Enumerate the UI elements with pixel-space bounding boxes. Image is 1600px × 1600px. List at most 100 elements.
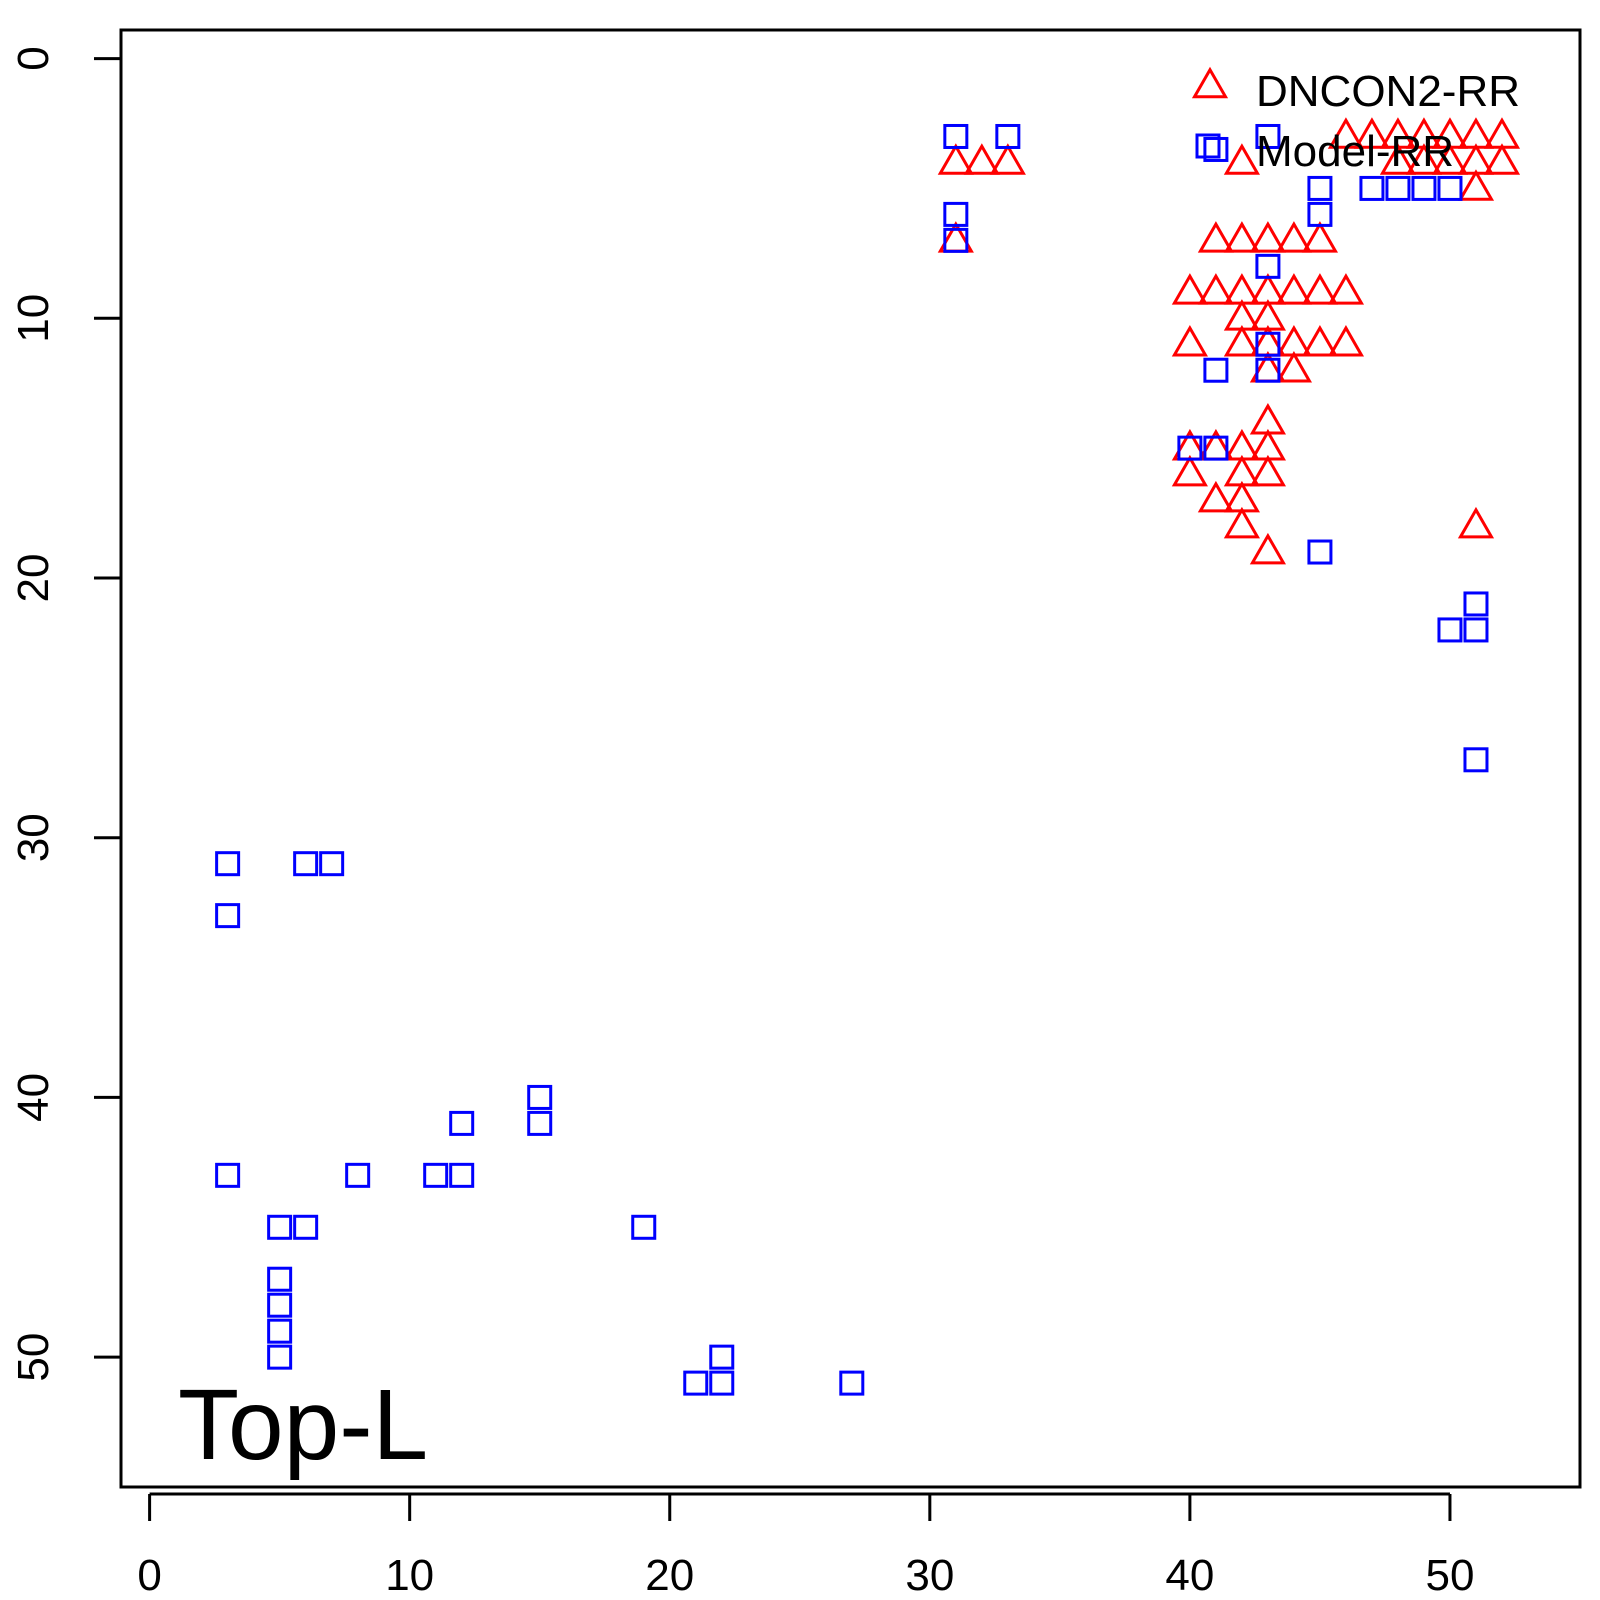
data-point-triangle [1275, 273, 1313, 305]
data-point-triangle [1327, 273, 1365, 305]
data-point-square [215, 851, 241, 877]
data-point-square [1463, 747, 1489, 773]
data-point-triangle [1197, 273, 1234, 305]
y-tick-label: 50 [9, 1333, 58, 1382]
data-point-square [267, 1292, 293, 1318]
data-point-triangle [937, 143, 974, 175]
chart-annotation: Top-L [178, 1369, 428, 1481]
data-point-square [1437, 617, 1463, 643]
data-point-triangle [1301, 273, 1339, 305]
data-point-square [839, 1370, 865, 1396]
data-points [215, 117, 1521, 1396]
data-point-triangle [1327, 117, 1365, 149]
data-point-square [1203, 357, 1229, 383]
data-point-square [215, 1162, 241, 1188]
data-point-triangle [1457, 143, 1495, 175]
data-point-square [1307, 201, 1333, 227]
data-point-square [1463, 591, 1489, 617]
data-point-square [1385, 175, 1411, 201]
data-point-square [267, 1318, 293, 1344]
data-point-triangle [1275, 221, 1313, 253]
data-point-square [943, 201, 969, 227]
data-point-triangle [1249, 532, 1287, 565]
data-point-triangle [1483, 117, 1521, 149]
data-point-square [1203, 435, 1229, 461]
x-tick-label: 50 [1425, 1551, 1474, 1600]
data-point-triangle [1379, 143, 1417, 175]
data-point-square [345, 1162, 371, 1188]
data-point-triangle [1223, 143, 1260, 175]
plot-frame [119, 28, 1582, 1489]
legend-label-dncon2-rr: DNCON2-RR [1256, 67, 1520, 116]
series-model-rr [215, 123, 1489, 1396]
data-point-square [631, 1214, 657, 1240]
legend: DNCON2-RR Model-RR [1191, 66, 1520, 176]
data-point-triangle [1249, 221, 1287, 253]
data-point-square [1255, 331, 1281, 357]
data-point-triangle [1249, 273, 1287, 305]
y-axis: 0 10 20 30 40 50 [9, 46, 123, 1382]
x-tick-label: 20 [645, 1551, 694, 1600]
data-point-triangle [1301, 221, 1339, 253]
data-point-triangle [1223, 273, 1260, 305]
data-point-triangle [1249, 454, 1287, 487]
data-point-square [1255, 253, 1281, 279]
data-point-triangle [1275, 325, 1313, 357]
data-point-square [319, 851, 345, 877]
data-point-square [1359, 175, 1385, 201]
data-point-square [1203, 136, 1229, 162]
x-tick-label: 10 [385, 1551, 434, 1600]
series-dncon2-rr [937, 117, 1521, 565]
data-point-square [709, 1344, 735, 1370]
data-point-triangle [1431, 143, 1469, 175]
data-point-square [709, 1370, 735, 1396]
data-point-triangle [1223, 325, 1260, 357]
data-point-square [1177, 435, 1203, 461]
data-point-triangle [1171, 325, 1208, 357]
data-point-triangle [1275, 351, 1313, 383]
y-tick-label: 0 [9, 46, 58, 70]
data-point-triangle [1249, 299, 1287, 331]
data-point-square [943, 227, 969, 253]
data-point-square [1437, 175, 1463, 201]
data-point-square [449, 1110, 475, 1136]
data-point-square [1463, 617, 1489, 643]
data-point-triangle [1197, 221, 1234, 253]
data-point-square [267, 1214, 293, 1240]
data-point-square [995, 123, 1021, 149]
data-point-square [293, 851, 319, 877]
data-point-triangle [1249, 428, 1287, 461]
data-point-triangle [1223, 480, 1260, 513]
data-point-square [1307, 539, 1333, 565]
legend-marker-dncon2-rr [1191, 66, 1229, 99]
data-point-triangle [1327, 325, 1365, 357]
legend-label-model-rr: Model-RR [1256, 127, 1454, 176]
data-point-triangle [1405, 143, 1443, 175]
data-point-triangle [1457, 169, 1495, 201]
data-point-square [527, 1084, 553, 1110]
data-point-square [215, 903, 241, 929]
data-point-square [423, 1162, 449, 1188]
data-point-triangle [1223, 506, 1260, 539]
data-point-square [683, 1370, 709, 1396]
data-point-square [527, 1110, 553, 1136]
data-point-triangle [1171, 454, 1208, 487]
data-point-triangle [963, 143, 1000, 175]
y-tick-label: 30 [9, 813, 58, 862]
legend-marker-model-rr [1195, 133, 1221, 159]
x-tick-label: 30 [905, 1551, 954, 1600]
legend-triangle-icon [1191, 66, 1229, 99]
data-point-triangle [1223, 454, 1260, 487]
data-point-square [267, 1266, 293, 1292]
data-point-triangle [989, 143, 1026, 175]
data-point-triangle [1223, 221, 1260, 253]
data-point-square [1255, 123, 1281, 149]
data-point-triangle [1301, 325, 1339, 357]
data-point-triangle [1171, 273, 1208, 305]
x-axis: 0 10 20 30 40 50 [137, 1492, 1474, 1600]
y-tick-label: 20 [9, 554, 58, 603]
data-point-square [1255, 357, 1281, 383]
x-tick-label: 0 [137, 1551, 161, 1600]
data-point-triangle [1457, 506, 1495, 539]
